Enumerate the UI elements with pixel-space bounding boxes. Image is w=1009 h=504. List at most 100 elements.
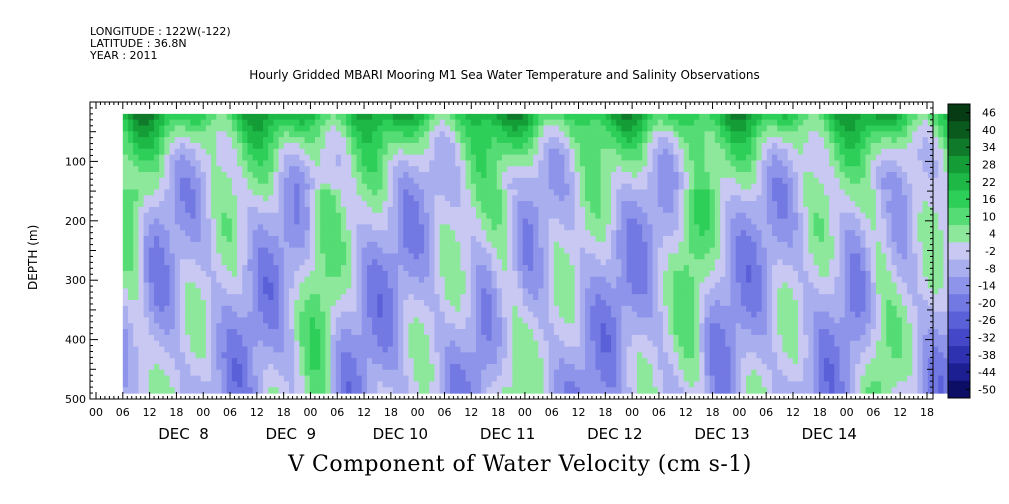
heatmap-cell	[475, 253, 482, 260]
heatmap-cell	[221, 166, 228, 173]
heatmap-cell	[652, 218, 659, 225]
heatmap-cell	[237, 253, 243, 260]
heatmap-cell	[782, 154, 789, 162]
heatmap-cell	[787, 259, 794, 266]
heatmap-cell	[211, 160, 217, 167]
heatmap-cell	[564, 172, 571, 179]
heatmap-cell	[891, 259, 898, 266]
heatmap-cell	[159, 154, 165, 162]
heatmap-cell	[174, 276, 181, 284]
heatmap-cell	[574, 189, 581, 196]
heatmap-cell	[746, 166, 752, 173]
heatmap-cell	[289, 230, 295, 237]
heatmap-cell	[185, 282, 191, 289]
heatmap-cell	[340, 201, 347, 208]
heatmap-cell	[356, 189, 363, 196]
heatmap-cell	[543, 201, 550, 208]
heatmap-cell	[714, 137, 721, 144]
heatmap-cell	[704, 218, 711, 225]
heatmap-cell	[912, 212, 919, 220]
heatmap-cell	[128, 148, 134, 156]
heatmap-cell	[444, 230, 451, 237]
heatmap-cell	[694, 259, 700, 266]
heatmap-cell	[818, 189, 825, 196]
heatmap-cell	[252, 113, 259, 121]
heatmap-cell	[413, 247, 420, 255]
heatmap-cell	[221, 154, 228, 162]
heatmap-cell	[533, 189, 539, 196]
heatmap-cell	[439, 288, 446, 295]
heatmap-cell	[886, 224, 893, 231]
heatmap-cell	[185, 206, 191, 214]
heatmap-cell	[875, 230, 882, 237]
heatmap-cell	[533, 166, 539, 173]
heatmap-cell	[496, 183, 503, 191]
heatmap-cell	[844, 282, 851, 289]
heatmap-cell	[450, 195, 456, 202]
heatmap-cell	[491, 113, 498, 121]
heatmap-cell	[382, 236, 389, 243]
heatmap-cell	[174, 148, 181, 156]
heatmap-cell	[943, 177, 950, 185]
heatmap-cell	[226, 172, 233, 179]
heatmap-cell	[803, 142, 809, 150]
heatmap-cell	[642, 113, 648, 121]
heatmap-cell	[351, 119, 358, 127]
heatmap-cell	[714, 270, 721, 278]
heatmap-cell	[335, 125, 342, 132]
heatmap-cell	[662, 259, 669, 266]
heatmap-cell	[361, 160, 368, 167]
heatmap-cell	[901, 259, 908, 266]
heatmap-cell	[808, 236, 815, 243]
heatmap-cell	[460, 288, 467, 295]
heatmap-cell	[330, 131, 337, 138]
heatmap-cell	[704, 236, 711, 243]
heatmap-cell	[891, 131, 898, 138]
heatmap-cell	[756, 172, 763, 179]
heatmap-cell	[657, 113, 664, 121]
heatmap-cell	[242, 282, 249, 289]
heatmap-cell	[673, 270, 680, 278]
heatmap-cell	[787, 183, 794, 191]
heatmap-cell	[797, 154, 804, 162]
heatmap-cell	[398, 247, 404, 255]
heatmap-cell	[699, 189, 706, 196]
heatmap-cell	[875, 125, 882, 132]
heatmap-cell	[392, 218, 399, 225]
heatmap-cell	[803, 276, 809, 284]
heatmap-cell	[600, 265, 607, 272]
heatmap-cell	[148, 131, 155, 138]
heatmap-cell	[797, 148, 804, 156]
heatmap-cell	[688, 125, 695, 132]
heatmap-cell	[211, 230, 217, 237]
heatmap-cell	[694, 154, 700, 162]
heatmap-cell	[938, 253, 945, 260]
heatmap-cell	[917, 177, 924, 185]
heatmap-cell	[330, 206, 337, 214]
heatmap-cell	[927, 195, 934, 202]
heatmap-cell	[356, 125, 363, 132]
heatmap-cell	[605, 119, 612, 127]
heatmap-cell	[507, 206, 513, 214]
heatmap-cell	[211, 241, 217, 249]
heatmap-cell	[257, 137, 264, 144]
heatmap-cell	[746, 172, 752, 179]
heatmap-cell	[460, 230, 467, 237]
heatmap-cell	[475, 270, 482, 278]
heatmap-cell	[169, 218, 176, 225]
heatmap-cell	[626, 206, 633, 214]
heatmap-cell	[424, 270, 430, 278]
heatmap-cell	[699, 270, 706, 278]
heatmap-cell	[403, 160, 410, 167]
heatmap-cell	[548, 189, 555, 196]
heatmap-cell	[475, 212, 482, 220]
heatmap-cell	[444, 189, 451, 196]
heatmap-cell	[579, 166, 586, 173]
heatmap-cell	[512, 189, 519, 196]
heatmap-cell	[174, 218, 181, 225]
heatmap-cell	[159, 230, 165, 237]
heatmap-cell	[834, 212, 841, 220]
heatmap-cell	[470, 218, 477, 225]
heatmap-cell	[844, 113, 851, 121]
heatmap-cell	[564, 247, 571, 255]
